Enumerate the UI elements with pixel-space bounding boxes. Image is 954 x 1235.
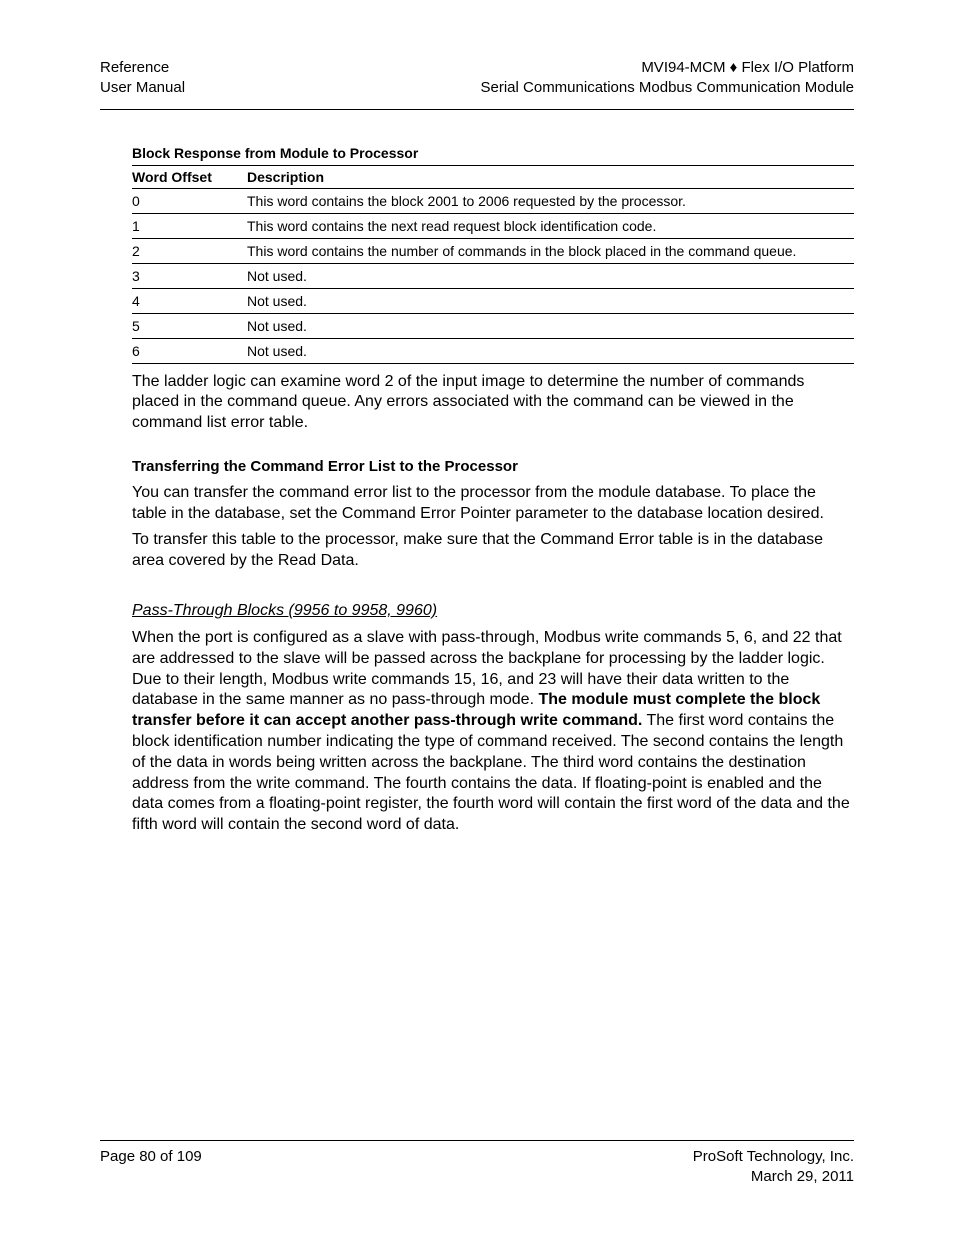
table-cell: Not used.: [247, 313, 854, 338]
paragraph: To transfer this table to the processor,…: [132, 530, 854, 572]
table-cell: 2: [132, 238, 247, 263]
table-row: 6 Not used.: [132, 338, 854, 363]
header-left: Reference User Manual: [100, 58, 185, 99]
table-cell: 4: [132, 288, 247, 313]
table-cell: 6: [132, 338, 247, 363]
page-footer: Page 80 of 109 ProSoft Technology, Inc. …: [100, 1140, 854, 1188]
section-heading-italic: Pass-Through Blocks (9956 to 9958, 9960): [132, 602, 854, 620]
table-row: 0 This word contains the block 2001 to 2…: [132, 188, 854, 213]
table-cell: Not used.: [247, 338, 854, 363]
footer-page-number: Page 80 of 109: [100, 1147, 202, 1188]
table-row: 1 This word contains the next read reque…: [132, 213, 854, 238]
paragraph: When the port is configured as a slave w…: [132, 628, 854, 836]
block-response-table: Word Offset Description 0 This word cont…: [132, 165, 854, 364]
table-cell: This word contains the block 2001 to 200…: [247, 188, 854, 213]
table-cell: Not used.: [247, 263, 854, 288]
table-cell: 5: [132, 313, 247, 338]
section-heading: Transferring the Command Error List to t…: [132, 458, 854, 475]
table-row: 5 Not used.: [132, 313, 854, 338]
table-row: 4 Not used.: [132, 288, 854, 313]
header-subtitle: Serial Communications Modbus Communicati…: [481, 78, 855, 98]
table-title: Block Response from Module to Processor: [132, 145, 854, 161]
table-cell: This word contains the number of command…: [247, 238, 854, 263]
table-header-row: Word Offset Description: [132, 165, 854, 188]
table-row: 3 Not used.: [132, 263, 854, 288]
text-span: The first word contains the block identi…: [132, 712, 850, 833]
table-cell: 0: [132, 188, 247, 213]
table-row: 2 This word contains the number of comma…: [132, 238, 854, 263]
table-cell: Not used.: [247, 288, 854, 313]
header-doc-type: User Manual: [100, 78, 185, 98]
table-cell: 1: [132, 213, 247, 238]
paragraph: The ladder logic can examine word 2 of t…: [132, 372, 854, 434]
table-header-cell: Description: [247, 165, 854, 188]
page-content: Block Response from Module to Processor …: [100, 145, 854, 837]
footer-date: March 29, 2011: [693, 1167, 854, 1187]
header-right: MVI94-MCM ♦ Flex I/O Platform Serial Com…: [481, 58, 855, 99]
header-product: MVI94-MCM ♦ Flex I/O Platform: [481, 58, 855, 78]
table-header-cell: Word Offset: [132, 165, 247, 188]
table-cell: 3: [132, 263, 247, 288]
footer-company: ProSoft Technology, Inc.: [693, 1147, 854, 1167]
footer-right: ProSoft Technology, Inc. March 29, 2011: [693, 1147, 854, 1188]
page-header: Reference User Manual MVI94-MCM ♦ Flex I…: [100, 58, 854, 110]
table-cell: This word contains the next read request…: [247, 213, 854, 238]
header-section: Reference: [100, 58, 185, 78]
paragraph: You can transfer the command error list …: [132, 483, 854, 525]
